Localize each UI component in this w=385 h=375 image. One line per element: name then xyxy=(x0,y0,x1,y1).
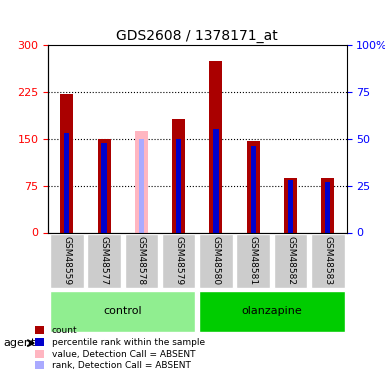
Bar xyxy=(172,119,185,232)
Text: olanzapine: olanzapine xyxy=(241,306,302,316)
FancyBboxPatch shape xyxy=(87,234,121,288)
Bar xyxy=(135,131,148,232)
Text: GSM48582: GSM48582 xyxy=(286,236,295,285)
Bar xyxy=(102,142,107,232)
Bar xyxy=(139,139,144,232)
FancyBboxPatch shape xyxy=(199,234,233,288)
Bar xyxy=(284,177,297,232)
Text: GSM48577: GSM48577 xyxy=(100,236,109,285)
Legend: count, percentile rank within the sample, value, Detection Call = ABSENT, rank, : count, percentile rank within the sample… xyxy=(35,326,205,370)
Text: GSM48579: GSM48579 xyxy=(174,236,183,285)
Bar xyxy=(321,177,335,232)
Text: GSM48559: GSM48559 xyxy=(62,236,71,285)
FancyBboxPatch shape xyxy=(199,291,345,332)
Bar xyxy=(176,139,181,232)
Bar xyxy=(209,61,223,232)
Bar xyxy=(213,129,219,232)
Text: GSM48578: GSM48578 xyxy=(137,236,146,285)
Bar xyxy=(251,146,256,232)
FancyBboxPatch shape xyxy=(311,234,345,288)
FancyBboxPatch shape xyxy=(274,234,307,288)
Text: GSM48583: GSM48583 xyxy=(323,236,332,285)
FancyBboxPatch shape xyxy=(125,234,158,288)
Text: GSM48580: GSM48580 xyxy=(211,236,221,285)
Bar xyxy=(64,133,69,232)
Text: control: control xyxy=(104,306,142,316)
FancyBboxPatch shape xyxy=(236,234,270,288)
FancyBboxPatch shape xyxy=(50,291,196,332)
Bar xyxy=(60,94,73,232)
Text: GSM48581: GSM48581 xyxy=(249,236,258,285)
Bar xyxy=(247,141,260,232)
FancyBboxPatch shape xyxy=(50,234,84,288)
Bar xyxy=(288,180,293,232)
FancyBboxPatch shape xyxy=(162,234,196,288)
Bar xyxy=(97,139,110,232)
Text: agent: agent xyxy=(4,338,36,348)
Title: GDS2608 / 1378171_at: GDS2608 / 1378171_at xyxy=(116,28,278,43)
Bar xyxy=(325,182,330,232)
